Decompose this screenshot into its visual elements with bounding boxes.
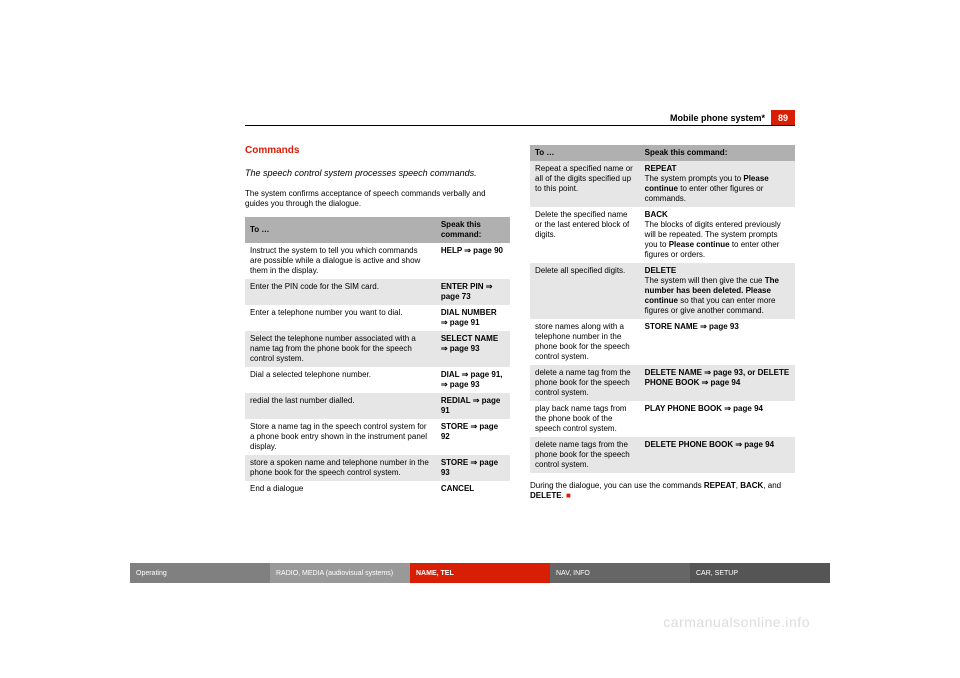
table-cell: store a spoken name and telephone number… — [245, 455, 436, 481]
table-cell: ENTER PIN ⇒ page 73 — [436, 279, 510, 305]
table-cell: PLAY PHONE BOOK ⇒ page 94 — [640, 401, 795, 437]
table-cell: play back name tags from the phone book … — [530, 401, 640, 437]
table-cell: STORE ⇒ page 93 — [436, 455, 510, 481]
table-cell: Dial a selected telephone number. — [245, 367, 436, 393]
header-rule — [245, 125, 795, 126]
table-cell: store names along with a telephone numbe… — [530, 319, 640, 365]
commands-table-right: To … Speak this command: Repeat a specif… — [530, 145, 795, 473]
table-cell: Store a name tag in the speech control s… — [245, 419, 436, 455]
table-cell: STORE NAME ⇒ page 93 — [640, 319, 795, 365]
table-cell: Instruct the system to tell you which co… — [245, 243, 436, 279]
intro-text: The system confirms acceptance of speech… — [245, 189, 510, 209]
table-cell: redial the last number dialled. — [245, 393, 436, 419]
table-cell: Select the telephone number associated w… — [245, 331, 436, 367]
content-columns: Commands The speech control system proce… — [245, 145, 795, 501]
section-subtitle: The speech control system processes spee… — [245, 168, 510, 179]
table-cell: DELETE PHONE BOOK ⇒ page 94 — [640, 437, 795, 473]
nav-car-setup: CAR, SETUP — [690, 563, 830, 583]
nav-operating: Operating — [130, 563, 270, 583]
table-cell: DELETE NAME ⇒ page 93, or DELETE PHONE B… — [640, 365, 795, 401]
table-cell: HELP ⇒ page 90 — [436, 243, 510, 279]
nav-nav-info: NAV, INFO — [550, 563, 690, 583]
table-cell: delete a name tag from the phone book fo… — [530, 365, 640, 401]
table-cell: STORE ⇒ page 92 — [436, 419, 510, 455]
table-cell: DELETEThe system will then give the cue … — [640, 263, 795, 319]
table-header: To … — [530, 145, 640, 161]
footnote: During the dialogue, you can use the com… — [530, 481, 795, 501]
table-cell: REPEATThe system prompts you to Please c… — [640, 161, 795, 207]
section-title: Commands — [245, 145, 510, 158]
commands-table-left: To … Speak this command: Instruct the sy… — [245, 217, 510, 497]
section-header: Mobile phone system* — [670, 113, 765, 123]
table-header: Speak this command: — [436, 217, 510, 243]
table-cell: BACKThe blocks of digits entered previou… — [640, 207, 795, 263]
table-cell: End a dialogue — [245, 481, 436, 497]
left-column: Commands The speech control system proce… — [245, 145, 510, 501]
table-cell: DIAL ⇒ page 91, ⇒ page 93 — [436, 367, 510, 393]
table-cell: SELECT NAME ⇒ page 93 — [436, 331, 510, 367]
footer-nav: Operating RADIO, MEDIA (audiovisual syst… — [130, 563, 830, 583]
table-cell: REDIAL ⇒ page 91 — [436, 393, 510, 419]
nav-radio-media: RADIO, MEDIA (audiovisual systems) — [270, 563, 410, 583]
right-column: To … Speak this command: Repeat a specif… — [530, 145, 795, 501]
watermark: carmanualsonline.info — [663, 614, 810, 630]
table-cell: Enter the PIN code for the SIM card. — [245, 279, 436, 305]
table-header: To … — [245, 217, 436, 243]
page-number: 89 — [771, 110, 795, 126]
table-cell: Repeat a specified name or all of the di… — [530, 161, 640, 207]
table-cell: CANCEL — [436, 481, 510, 497]
table-cell: Delete all specified digits. — [530, 263, 640, 319]
table-cell: Enter a telephone number you want to dia… — [245, 305, 436, 331]
table-cell: Delete the specified name or the last en… — [530, 207, 640, 263]
table-header: Speak this command: — [640, 145, 795, 161]
nav-name-tel: NAME, TEL — [410, 563, 550, 583]
page-container: Mobile phone system* 89 Commands The spe… — [0, 0, 960, 678]
table-cell: delete name tags from the phone book for… — [530, 437, 640, 473]
table-cell: DIAL NUMBER ⇒ page 91 — [436, 305, 510, 331]
